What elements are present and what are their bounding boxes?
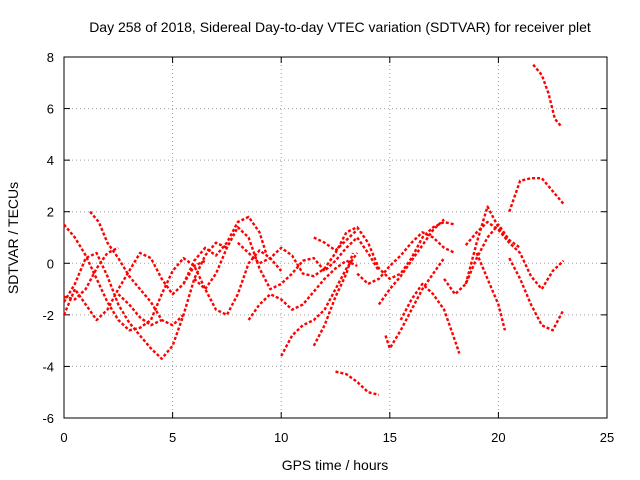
y-axis-label: SDTVAR / TECUs [5, 182, 21, 294]
series-s14 [335, 370, 380, 396]
series-s4 [89, 210, 185, 327]
x-tick-label: 25 [600, 430, 614, 445]
x-axis-label: GPS time / hours [282, 457, 389, 473]
plot-frame [63, 56, 608, 419]
series-s13 [313, 228, 359, 252]
series-s11 [280, 252, 359, 357]
series-s19 [443, 223, 521, 296]
series-s12 [312, 252, 355, 347]
series-s9 [247, 259, 358, 321]
series-s6 [117, 293, 163, 327]
y-tick-label: 0 [47, 256, 54, 271]
x-tick-label: 5 [169, 430, 176, 445]
chart-title: Day 258 of 2018, Sidereal Day-to-day VTE… [89, 19, 591, 35]
grid [64, 57, 607, 418]
y-tick-label: -2 [42, 308, 54, 323]
series-s25 [532, 63, 563, 128]
y-tick-label: 6 [47, 102, 54, 117]
y-tick-label: -6 [42, 411, 54, 426]
x-tick-label: 15 [383, 430, 397, 445]
series-s15 [356, 231, 456, 286]
y-tick-label: 8 [47, 50, 54, 65]
y-tick-label: 4 [47, 153, 54, 168]
series-s18 [377, 218, 445, 306]
series-s17 [399, 282, 461, 354]
x-tick-label: 10 [274, 430, 288, 445]
series-s21 [464, 205, 565, 291]
x-tick-label: 0 [60, 430, 67, 445]
series-s10 [236, 220, 456, 280]
axis-ticks: 0 5 10 15 20 25 -6 -4 -2 0 2 4 6 8 [42, 50, 614, 445]
series-s1 [63, 223, 283, 332]
series-s22 [475, 252, 507, 331]
x-tick-label: 20 [491, 430, 505, 445]
series-s16 [384, 257, 446, 350]
series-s8 [193, 226, 380, 291]
series-s7 [182, 215, 268, 285]
series-s3 [62, 251, 206, 322]
y-tick-label: 2 [47, 205, 54, 220]
series-s23 [508, 177, 565, 213]
series-s2 [62, 241, 228, 360]
y-tick-label: -4 [42, 359, 54, 374]
series-s24 [508, 257, 565, 332]
series-s5 [63, 246, 119, 301]
data-series [62, 63, 565, 396]
